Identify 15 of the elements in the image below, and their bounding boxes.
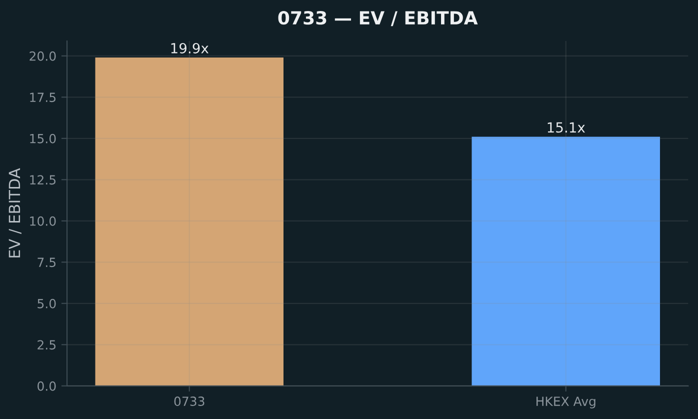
y-tick-label: 20.0 [30,51,56,61]
y-tick-label: 17.5 [30,92,56,102]
x-tick-label: 0733 [174,396,204,406]
data-label: 19.9x [171,42,208,54]
x-tick-label: HKEX Avg [536,396,596,408]
y-tick-label: 12.5 [30,175,56,185]
chart-title: 0733 — EV / EBITDA [278,10,478,26]
y-axis-title: EV / EBITDA [8,168,22,258]
y-tick-label: 5.0 [38,298,56,308]
data-label: 15.1x [548,122,585,133]
y-tick-label: 0.0 [38,381,56,391]
y-tick-label: 10.0 [30,216,56,226]
y-tick-label: 7.5 [38,258,56,268]
y-tick-label: 2.5 [38,340,56,350]
y-tick-label: 15.0 [30,134,56,144]
